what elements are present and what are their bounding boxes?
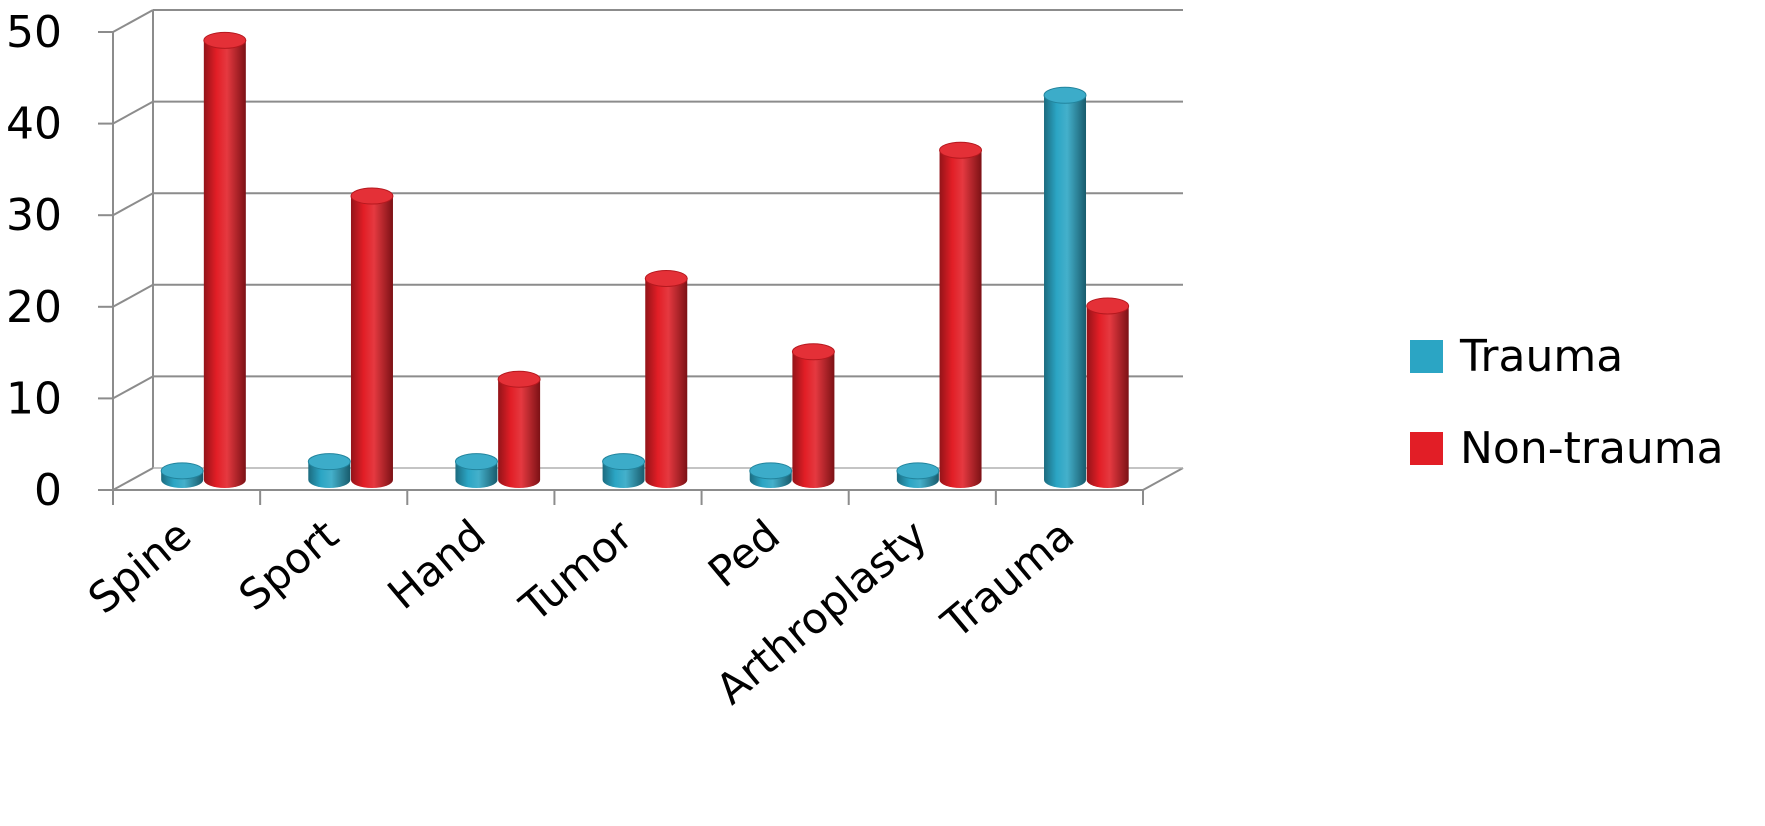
bar-trauma-ped — [749, 462, 793, 488]
bar-body — [792, 351, 835, 488]
bar-top — [160, 462, 204, 480]
x-category-label: Sport — [230, 510, 348, 620]
y-tick-label: 10 — [6, 373, 62, 424]
legend-item-non-trauma: Non-trauma — [1410, 423, 1724, 474]
bar-top — [497, 370, 541, 388]
bar-top — [1043, 86, 1087, 104]
bar-non-trauma-sport — [350, 187, 394, 489]
gridline-side — [112, 9, 154, 33]
bar-non-trauma-trauma — [1086, 297, 1130, 488]
y-tick-label: 30 — [6, 190, 62, 241]
y-tick-label: 40 — [6, 99, 62, 150]
bar-top — [791, 343, 835, 361]
bars — [160, 31, 1130, 489]
y-tick-label: 0 — [34, 465, 62, 516]
bar-top — [644, 269, 688, 287]
bar-body — [1086, 305, 1129, 488]
bar-top — [896, 462, 940, 480]
bar-non-trauma-hand — [497, 370, 541, 488]
gridline-side — [112, 192, 154, 217]
bar-top — [454, 453, 498, 471]
gridline-side — [112, 100, 154, 125]
bar-non-trauma-spine — [203, 31, 247, 488]
legend-swatch — [1410, 340, 1443, 373]
gridline-side — [112, 375, 154, 400]
bar-body — [1044, 95, 1087, 488]
floor-left-edge — [112, 467, 154, 491]
x-category-label: Tumor — [510, 510, 642, 632]
legend-label: Trauma — [1459, 331, 1623, 382]
x-category-label: Hand — [378, 510, 494, 619]
bar-top — [749, 462, 793, 480]
gridline-side — [112, 283, 154, 308]
bar-trauma-tumor — [602, 453, 646, 488]
bar-top — [939, 141, 983, 159]
x-category-label: Ped — [699, 510, 789, 597]
y-axis-tick-labels: 0 10 20 30 40 50 — [6, 7, 62, 516]
bar-trauma-spine — [160, 462, 204, 488]
bar-body — [645, 278, 688, 488]
bar-top — [602, 453, 646, 471]
bar-top — [203, 31, 247, 49]
bar-body — [203, 40, 246, 488]
x-category-label: Trauma — [932, 510, 1084, 648]
axes — [98, 31, 1144, 505]
bar-top — [350, 187, 394, 205]
legend-swatch — [1410, 432, 1443, 465]
bar-body — [350, 196, 393, 489]
y-tick-label: 50 — [6, 7, 62, 58]
y-tick-label: 20 — [6, 282, 62, 333]
x-category-label: Spine — [79, 510, 200, 623]
bar-body — [498, 379, 541, 488]
bar-trauma-trauma — [1043, 86, 1087, 488]
legend: Trauma Non-trauma — [1410, 331, 1724, 474]
bar-non-trauma-tumor — [644, 269, 688, 488]
bar-non-trauma-ped — [791, 343, 835, 488]
legend-item-trauma: Trauma — [1410, 331, 1623, 382]
bar-trauma-sport — [307, 453, 351, 488]
bar-trauma-arthroplasty — [896, 462, 940, 488]
bar-non-trauma-arthroplasty — [939, 141, 983, 489]
floor-right-edge — [1142, 467, 1184, 491]
bar-top — [307, 453, 351, 471]
bar-top — [1086, 297, 1130, 315]
bar-trauma-hand — [454, 453, 498, 488]
legend-label: Non-trauma — [1460, 423, 1724, 474]
bar-body — [939, 150, 982, 489]
